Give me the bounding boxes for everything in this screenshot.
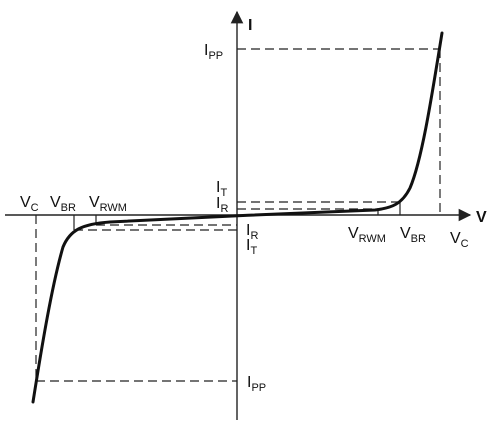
vc-left-label: VC	[20, 194, 39, 214]
vc-right-label: VC	[450, 230, 469, 250]
ir-bottom-label: IR	[246, 222, 258, 242]
vbr-left-label: VBR	[50, 194, 76, 214]
vbr-right-label: VBR	[400, 225, 426, 245]
x-axis-label: V	[476, 209, 487, 226]
y-axis-label: I	[248, 17, 252, 34]
vrwm-right-label: VRWM	[348, 225, 386, 245]
ipp-top-label: IPP	[204, 42, 223, 62]
iv-curve	[31, 31, 444, 404]
ir-top-label: IR	[216, 195, 228, 215]
it-bottom-label: IT	[246, 237, 257, 257]
vrwm-left-label: VRWM	[89, 194, 127, 214]
ipp-bottom-label: IPP	[247, 374, 266, 394]
it-top-label: IT	[216, 179, 227, 199]
